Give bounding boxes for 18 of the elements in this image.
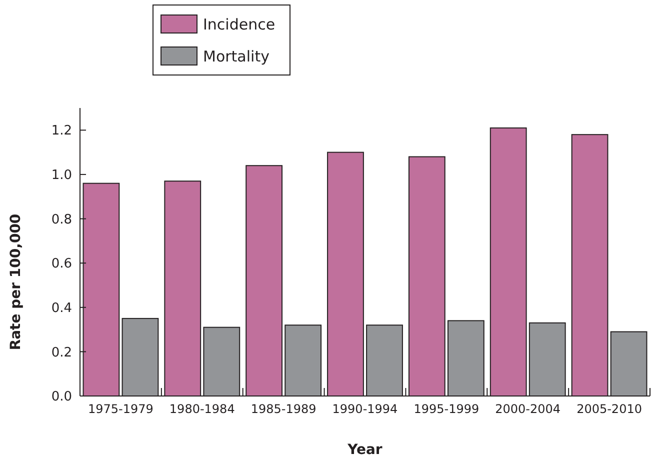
y-tick-label: 0.2 <box>51 345 72 360</box>
x-tick-label: 1990-1994 <box>332 402 398 416</box>
y-tick-label: 0.4 <box>51 300 72 316</box>
x-tick-label: 1975-1979 <box>88 402 154 416</box>
y-tick-label: 0.8 <box>51 212 72 228</box>
y-axis-title: Rate per 100,000 <box>8 214 24 350</box>
y-tick-label: 1.2 <box>51 124 72 139</box>
legend-label: Mortality <box>203 47 270 66</box>
x-axis-title: Year <box>346 442 382 458</box>
x-tick-label: 2000-2004 <box>495 402 561 416</box>
x-tick-label: 1985-1989 <box>250 402 316 416</box>
y-tick-label: 1.0 <box>51 168 72 184</box>
legend-label: Incidence <box>203 15 276 34</box>
y-tick-label: 0.0 <box>51 390 72 405</box>
x-tick-label: 1980-1984 <box>169 402 235 416</box>
x-tick-label: 1995-1999 <box>414 402 480 416</box>
y-tick-label: 0.6 <box>51 256 72 272</box>
x-tick-label: 2005-2010 <box>576 402 642 416</box>
